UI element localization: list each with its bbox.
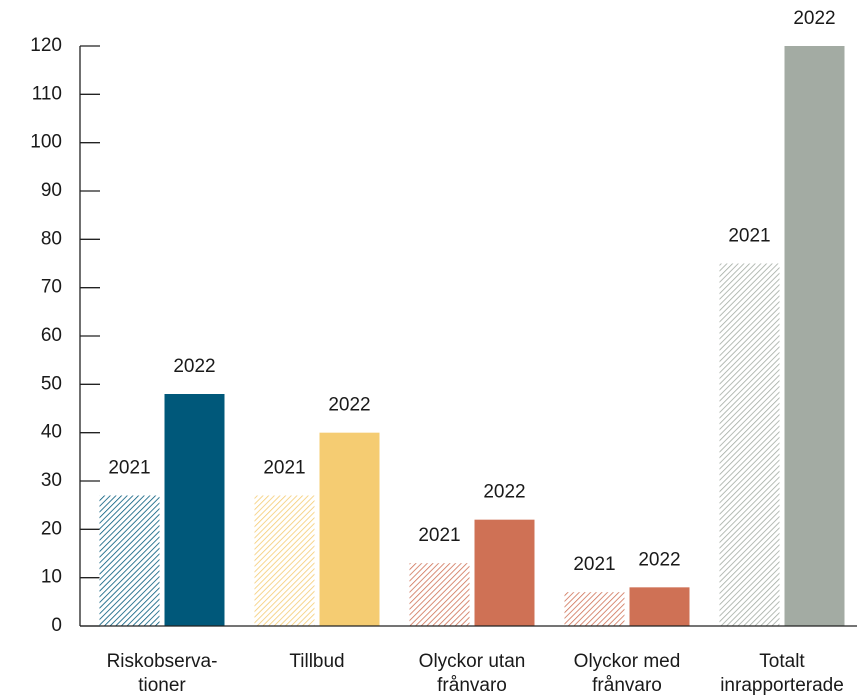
bar-label: 2021 [728, 226, 770, 247]
bar-label: 2022 [793, 8, 835, 29]
bar [784, 46, 845, 626]
x-tick-label: Tillbud [289, 651, 344, 672]
bar-label: 2021 [263, 458, 305, 479]
y-tick-label: 50 [41, 373, 62, 394]
y-tick-label: 30 [41, 470, 62, 491]
y-tick-label: 20 [41, 518, 62, 539]
bar [254, 495, 315, 626]
bar [409, 563, 470, 626]
bar [319, 432, 380, 626]
bar-label: 2021 [108, 458, 150, 479]
bar-label: 2021 [573, 554, 615, 575]
bar [719, 263, 780, 626]
bar [474, 519, 535, 626]
bar [629, 587, 690, 626]
bar [564, 592, 625, 626]
x-tick-label: Totalt [759, 651, 805, 672]
x-tick-label: frånvaro [437, 675, 507, 696]
bar [164, 394, 225, 626]
y-tick-label: 120 [30, 35, 62, 56]
bar-label: 2022 [173, 356, 215, 377]
bar [99, 495, 160, 626]
x-tick-label: frånvaro [592, 675, 662, 696]
bar-label: 2022 [483, 482, 525, 503]
x-tick-label: Olyckor med [574, 651, 681, 672]
y-tick-label: 10 [41, 567, 62, 588]
y-tick-label: 100 [30, 132, 62, 153]
y-tick-label: 80 [41, 228, 62, 249]
bar-label: 2021 [418, 525, 460, 546]
bar-label: 2022 [328, 395, 370, 416]
y-tick-label: 60 [41, 325, 62, 346]
x-tick-label: inrapporterade [720, 675, 844, 696]
y-tick-label: 0 [51, 615, 62, 636]
y-tick-label: 110 [32, 83, 62, 104]
y-tick-label: 70 [41, 277, 62, 298]
x-tick-label: Riskobserva- [107, 651, 218, 672]
x-tick-label: Olyckor utan [419, 651, 526, 672]
bar-label: 2022 [638, 549, 680, 570]
x-tick-label: tioner [138, 675, 186, 696]
y-tick-label: 90 [41, 180, 62, 201]
y-tick-label: 40 [41, 422, 62, 443]
